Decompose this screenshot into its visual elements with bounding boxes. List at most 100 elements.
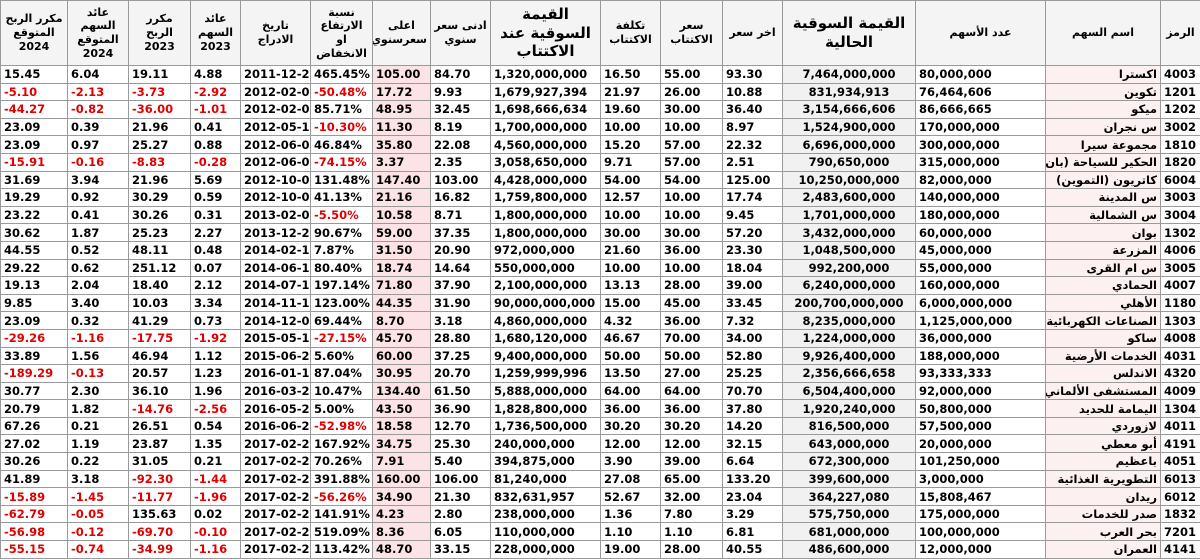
cell: 21.96 [128,117,191,137]
cell: 1810 [1160,135,1200,154]
stock-name: المزرعة [1045,240,1161,260]
cell: 1302 [1160,223,1200,242]
cell: 1,679,927,394 [490,82,601,102]
cell: 48.70 [372,540,431,559]
stock-name: العمران [1045,540,1161,559]
cell: 90.67% [310,223,373,242]
cell: 35.80 [372,135,431,154]
cell: 10.00 [660,258,723,278]
cell: 315,000,000 [915,152,1046,172]
cell: 486,600,000 [782,540,916,559]
cell: 6.64 [722,452,783,471]
cell: 3,058,650,000 [490,152,601,172]
cell: 64.00 [660,381,723,401]
cell: 2017-02-26 [240,522,311,542]
cell: 26.51 [128,416,191,436]
cell: 3,000,000 [915,469,1046,489]
cell: 8,235,000,000 [782,311,916,330]
cell: 1303 [1160,311,1200,330]
table-body: 4003 اكسترا 80,000,000 7,464,000,000 93.30 55… [0,65,1200,559]
table-row: 1832 صدر للخدمات 175,000,000 575,750,000 3.2… [0,504,1200,524]
cell: 4,860,000,000 [490,311,601,330]
cell: 1.87 [67,223,129,242]
cell: 23.30 [722,240,783,260]
cell: 399,600,000 [782,469,916,489]
cell: 1,800,000,000 [490,205,601,225]
cell: -14.76 [128,399,191,418]
cell: 93.30 [722,65,783,84]
stock-name: بحر العرب [1045,522,1161,542]
stock-name: س المدينة [1045,188,1161,207]
cell: 41.13% [310,188,373,207]
cell: 19.29 [0,188,68,207]
cell: 80,000,000 [915,65,1046,84]
cell: 2012-10-03 [240,170,311,190]
cell: 0.39 [67,117,129,137]
cell: 13.13 [600,276,661,295]
table-row: 4003 اكسترا 80,000,000 7,464,000,000 93.30 55… [0,65,1200,84]
cell: 6013 [1160,469,1200,489]
cell: 36.00 [600,399,661,418]
cell: 3,154,666,606 [782,100,916,119]
cell: 0.92 [67,188,129,207]
table-row: 1201 تكوين 76,464,606 831,934,913 10.88 26.00… [0,82,1200,102]
cell: 10.88 [722,82,783,102]
cell: -56.26% [310,487,373,506]
cell: 3.18 [430,311,491,330]
cell: 2.27 [190,223,241,242]
cell: 4008 [1160,328,1200,348]
cell: 21.96 [128,170,191,190]
cell: 519.09% [310,522,373,542]
cell: 93,333,333 [915,364,1046,383]
cell: -2.56 [190,399,241,418]
cell: 4007 [1160,276,1200,295]
table-row: 1810 مجموعة سيرا 300,000,000 6,696,000,000 2… [0,135,1200,154]
cell: 3.37 [372,152,431,172]
stock-name: الخدمات الأرضية [1045,346,1161,366]
table-row: 4009 المستشفى الألماني 92,000,000 6,504,400… [0,381,1200,401]
cell: 2014-12-07 [240,311,311,330]
table-row: 6013 التطويرية الغذائية 3,000,000 399,600,0… [0,469,1200,489]
cell: 30.26 [128,205,191,225]
cell: -0.74 [67,540,129,559]
cell: 0.88 [190,135,241,154]
cell: 36,000,000 [915,328,1046,348]
cell: 0.31 [190,205,241,225]
cell: 23.87 [128,434,191,454]
cell: -5.10 [0,82,68,102]
cell: 54.00 [600,170,661,190]
cell: 36.40 [722,100,783,119]
cell: 135.63 [128,504,191,524]
cell: 18.04 [722,258,783,278]
cell: -0.16 [67,152,129,172]
cell: 1832 [1160,504,1200,524]
cell: 57.00 [660,135,723,154]
cell: 60,000,000 [915,223,1046,242]
cell: -62.79 [0,504,68,524]
stock-name: س ام القرى [1045,258,1161,278]
cell: 3.90 [600,452,661,471]
cell: 0.73 [190,311,241,330]
cell: 2,356,666,658 [782,364,916,383]
cell: -1.16 [67,328,129,348]
table-row: 1304 اليمامة للحديد 50,800,000 1,920,240,00… [0,399,1200,418]
cell: 1,320,000,000 [490,65,601,84]
cell: 33.45 [722,293,783,313]
cell: 31.50 [372,240,431,260]
column-header: القيمة السوقية عند الاكتتاب [490,0,601,66]
cell: 131.48% [310,170,373,190]
cell: 5.00% [310,399,373,418]
cell: 33.89 [0,346,68,366]
stock-name: س نجران [1045,117,1161,137]
cell: -50.48% [310,82,373,102]
cell: 2,100,000,000 [490,276,601,295]
cell: 1.10 [660,522,723,542]
cell: 113.42% [310,540,373,559]
cell: -2.13 [67,82,129,102]
cell: 6.81 [722,522,783,542]
table-row: 6012 ريدان 15,808,467 364,227,080 23.04 32.00… [0,487,1200,506]
cell: -15.89 [0,487,68,506]
cell: 1,759,800,000 [490,188,601,207]
cell: 28.00 [660,540,723,559]
cell: 300,000,000 [915,135,1046,154]
